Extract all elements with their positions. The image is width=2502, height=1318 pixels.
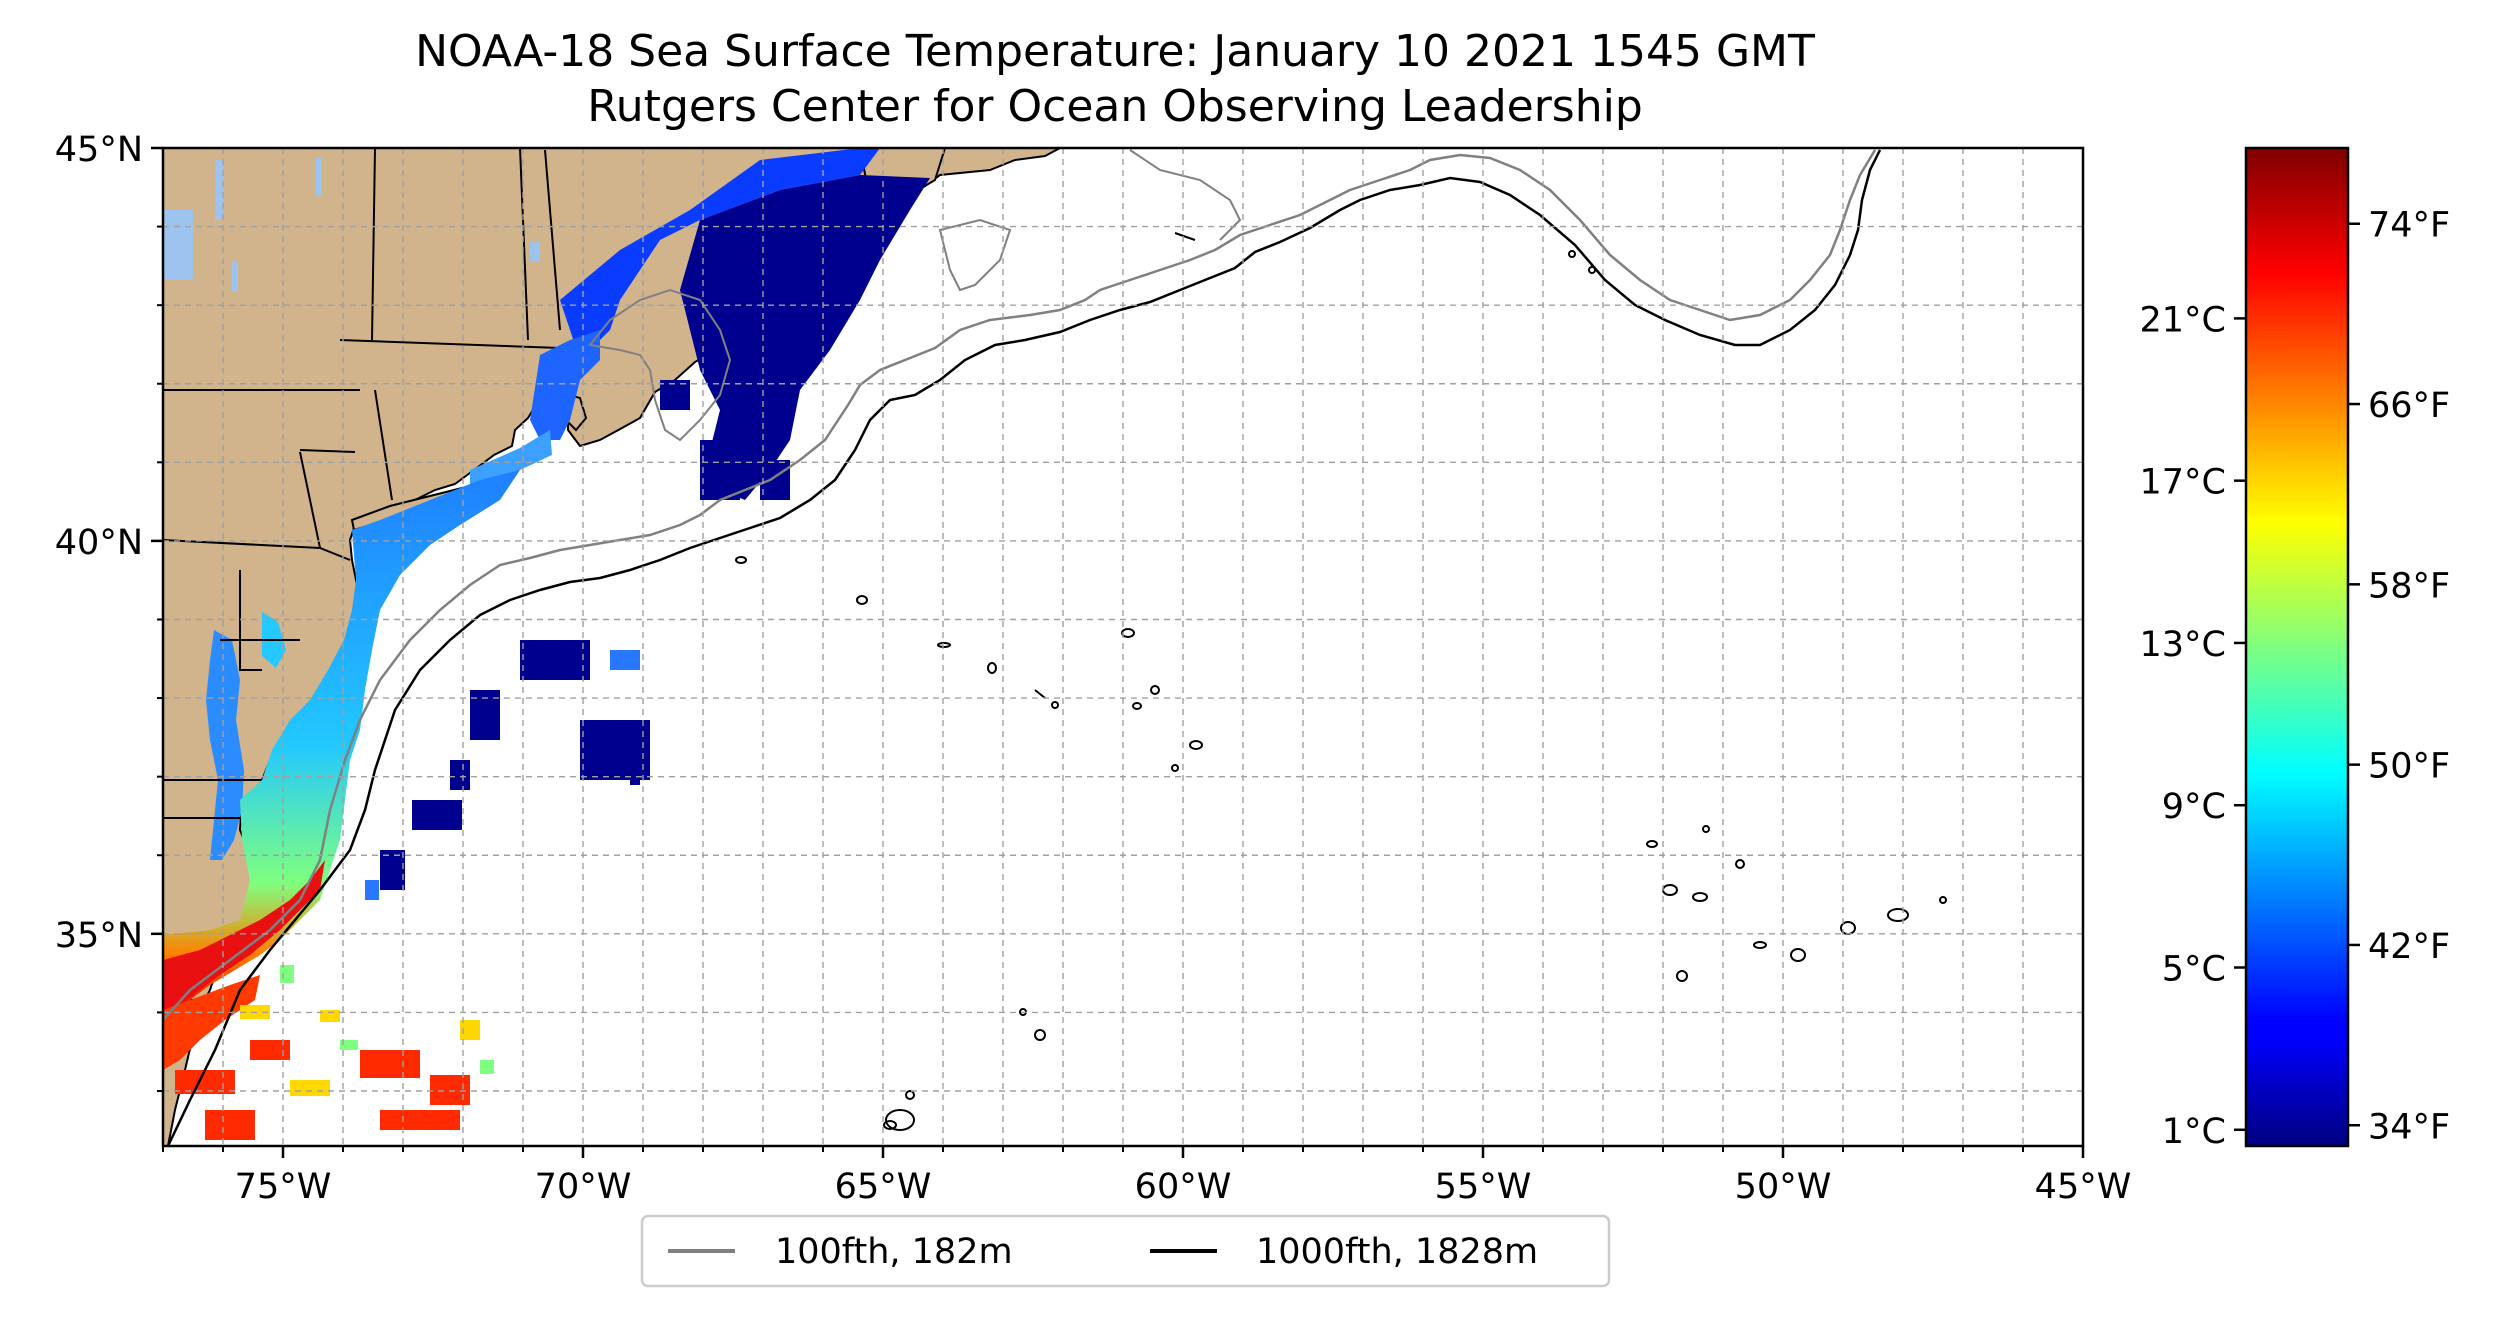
colorbar-celsius-label: 21°C <box>2140 300 2226 340</box>
legend: 100fth, 182m 1000fth, 1828m <box>640 1214 1611 1288</box>
colorbar-celsius-label: 9°C <box>2162 787 2226 827</box>
colorbar-fahrenheit-label: 34°F <box>2368 1107 2450 1147</box>
chesapeake-bay <box>206 630 244 860</box>
map-gridlines <box>163 148 2083 1146</box>
colorbar-fahrenheit-label: 42°F <box>2368 927 2450 967</box>
sst-data <box>163 148 930 1140</box>
lat-tick-label: 40°N <box>55 523 143 563</box>
lon-axis: 75°W 70°W 65°W 60°W 55°W 50°W 45°W <box>162 1146 2132 1207</box>
lat-tick-label: 35°N <box>55 916 143 956</box>
lat-tick-label: 45°N <box>55 130 143 170</box>
lon-tick-label: 65°W <box>835 1167 932 1207</box>
lon-tick-label: 55°W <box>1435 1167 1532 1207</box>
seamounts <box>735 232 1947 1131</box>
lon-tick-label: 70°W <box>535 1167 632 1207</box>
chart-title-line1: NOAA-18 Sea Surface Temperature: January… <box>415 26 1815 77</box>
chart-title-line2: Rutgers Center for Ocean Observing Leade… <box>587 81 1643 132</box>
colorbar-celsius-label: 17°C <box>2140 463 2226 503</box>
colorbar-fahrenheit-label: 50°F <box>2368 747 2450 787</box>
colorbar-frame <box>2244 146 2350 1148</box>
colorbar-fahrenheit-axis: 34°F 42°F 50°F 58°F 66°F 74°F <box>2348 206 2450 1147</box>
colorbar-gradient <box>2246 148 2348 1146</box>
colorbar-celsius-axis: 1°C 5°C 9°C 13°C 17°C 21°C <box>2140 300 2246 1152</box>
colorbar: 1°C 5°C 9°C 13°C 17°C 21°C 34°F 42°F 50°F 58°F 66… <box>2140 146 2450 1152</box>
legend-box <box>640 1214 1611 1288</box>
lon-tick-label: 60°W <box>1135 1167 1232 1207</box>
lon-tick-label: 45°W <box>2035 1167 2132 1207</box>
legend-label-100fth: 100fth, 182m <box>775 1232 1013 1272</box>
colorbar-fahrenheit-label: 74°F <box>2368 206 2450 246</box>
lat-axis: 45°N 40°N 35°N <box>55 130 163 1092</box>
colorbar-fahrenheit-label: 58°F <box>2368 566 2450 606</box>
lon-tick-label: 50°W <box>1735 1167 1832 1207</box>
lakes <box>163 158 540 292</box>
map-area: 45°N 40°N 35°N 75°W 70°W 65°W 60°W 55°W 50°W 45°… <box>55 130 2132 1207</box>
isobath-100fth <box>163 149 1877 1021</box>
legend-label-1000fth: 1000fth, 1828m <box>1256 1232 1538 1272</box>
colorbar-celsius-label: 1°C <box>2162 1112 2226 1152</box>
isobath-1000fth <box>166 149 1882 1146</box>
colorbar-celsius-label: 13°C <box>2140 625 2226 665</box>
colorbar-celsius-label: 5°C <box>2162 949 2226 989</box>
state-borders <box>163 148 561 1001</box>
colorbar-fahrenheit-label: 66°F <box>2368 386 2450 426</box>
lon-tick-label: 75°W <box>235 1167 332 1207</box>
